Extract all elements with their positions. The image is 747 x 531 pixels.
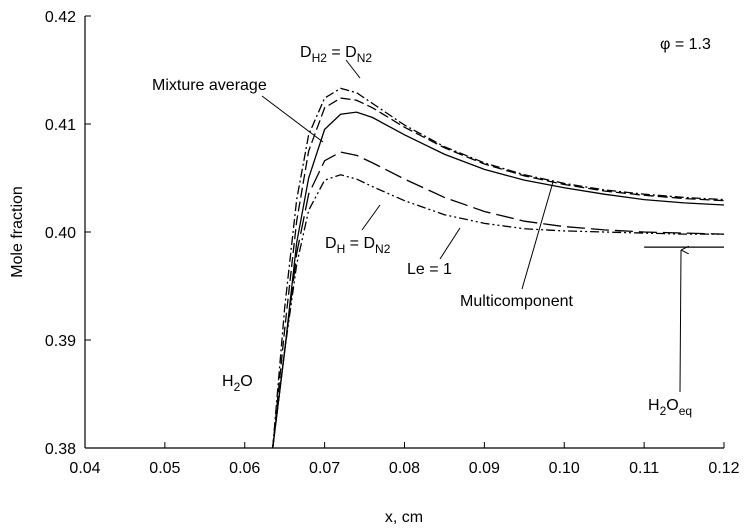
y-axis-label: Mole fraction xyxy=(9,186,26,278)
annotation-text: Le = 1 xyxy=(407,261,452,278)
annotation-text: φ = 1.3 xyxy=(660,36,711,53)
x-tick-label: 0.10 xyxy=(549,460,580,477)
annotation: φ = 1.3 xyxy=(660,36,711,53)
y-tick-label: 0.42 xyxy=(45,9,76,26)
annotation-text: Multicomponent xyxy=(460,293,574,310)
annotation: Mixture average xyxy=(152,77,267,94)
x-tick-label: 0.07 xyxy=(309,460,340,477)
annotation-subscript: N2 xyxy=(375,242,391,256)
annotation-text: H xyxy=(648,397,660,414)
y-tick-label: 0.40 xyxy=(45,225,76,242)
y-tick-label: 0.38 xyxy=(45,441,76,458)
line-series xyxy=(272,174,724,449)
line-series xyxy=(272,111,725,449)
annotation: H2Oeq xyxy=(648,397,692,418)
y-tick-label: 0.41 xyxy=(45,117,76,134)
annotation-subscript: 2 xyxy=(234,380,241,394)
leader-line xyxy=(361,204,381,231)
leader-line xyxy=(679,250,681,393)
annotation-text: D xyxy=(325,235,337,252)
annotation-subscript: eq xyxy=(679,404,692,418)
x-axis-label: x, cm xyxy=(385,509,423,526)
annotation: Multicomponent xyxy=(460,293,574,310)
leader-line xyxy=(439,227,461,260)
annotation: DH = DN2 xyxy=(325,235,391,256)
annotation-subscript: N2 xyxy=(357,51,373,65)
x-tick-label: 0.12 xyxy=(708,460,739,477)
x-tick-label: 0.05 xyxy=(149,460,180,477)
leader-line xyxy=(345,59,361,79)
annotation-subscript: H2 xyxy=(312,51,328,65)
line-series xyxy=(272,151,725,449)
y-tick-label: 0.39 xyxy=(45,333,76,350)
leader-line xyxy=(521,181,554,290)
line-series xyxy=(272,97,725,449)
annotation: DH2 = DN2 xyxy=(300,44,372,65)
annotation-text: H xyxy=(222,373,234,390)
annotation-text: O xyxy=(240,373,252,390)
x-tick-label: 0.08 xyxy=(389,460,420,477)
leader-line xyxy=(261,95,324,143)
line-series xyxy=(272,87,725,449)
annotation-text: Mixture average xyxy=(152,77,267,94)
annotation-subscript: H xyxy=(337,242,346,256)
annotation: Le = 1 xyxy=(407,261,452,278)
x-tick-label: 0.06 xyxy=(229,460,260,477)
x-tick-label: 0.04 xyxy=(69,460,100,477)
annotation-text: = D xyxy=(327,44,357,61)
annotation-subscript: 2 xyxy=(660,404,667,418)
annotation-text: = D xyxy=(345,235,375,252)
annotation: H2O xyxy=(222,373,253,394)
x-tick-label: 0.11 xyxy=(629,460,659,477)
x-tick-label: 0.09 xyxy=(469,460,500,477)
annotation-text: D xyxy=(300,44,312,61)
annotation-text: O xyxy=(666,397,678,414)
